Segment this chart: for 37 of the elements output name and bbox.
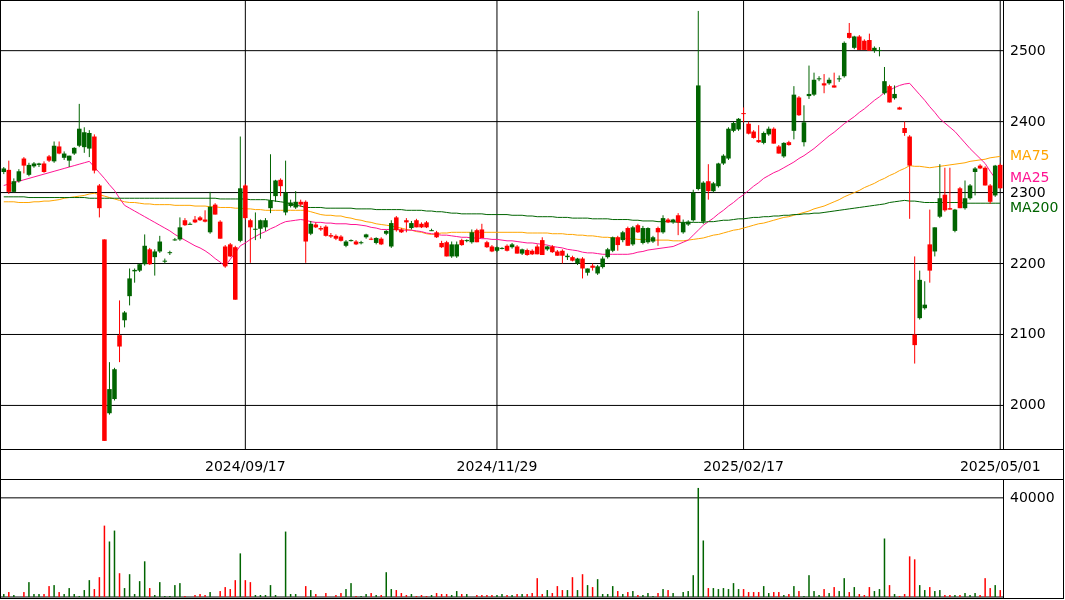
- candlestick: [972, 166, 978, 196]
- candlestick: [142, 233, 147, 267]
- candlestick: [882, 66, 887, 96]
- y-tick-label: 2000: [1010, 396, 1046, 413]
- candlestick: [333, 233, 339, 241]
- candlestick: [912, 255, 917, 365]
- candlestick: [253, 211, 258, 241]
- candlestick: [796, 95, 802, 117]
- candlestick: [625, 226, 631, 247]
- candlestick: [741, 106, 746, 123]
- candlestick: [706, 163, 711, 201]
- candlestick: [947, 167, 953, 211]
- y-tick-label: 2400: [1010, 112, 1046, 129]
- series-label: MA75: [1010, 147, 1050, 164]
- candlestick: [811, 72, 817, 97]
- candlestick: [36, 162, 42, 168]
- y-tick-label: 2100: [1010, 325, 1046, 342]
- candlestick: [580, 256, 585, 279]
- candlestick: [248, 218, 253, 264]
- candlestick: [117, 299, 122, 363]
- candlestick: [509, 242, 515, 250]
- x-tick-label: 2025/05/01: [959, 458, 1041, 474]
- series-label: MA200: [1010, 198, 1059, 215]
- x-tick-label: 2024/11/29: [456, 458, 538, 474]
- y-tick-label: 2200: [1010, 254, 1046, 271]
- y-tick-label: 2300: [1010, 183, 1046, 200]
- series-label: MA25: [1010, 168, 1050, 185]
- y-tick-label: 2500: [1010, 41, 1046, 58]
- candlestick: [987, 183, 993, 205]
- x-tick-label: 2025/02/17: [703, 458, 784, 474]
- candlestick: [127, 267, 132, 306]
- line-series: [3, 82, 996, 267]
- candlestick: [97, 183, 102, 218]
- y-tick-label: 40000: [1010, 488, 1055, 505]
- x-tick-label: 2024/09/17: [204, 458, 286, 474]
- candlestick: [640, 225, 646, 245]
- candlestick: [152, 248, 158, 277]
